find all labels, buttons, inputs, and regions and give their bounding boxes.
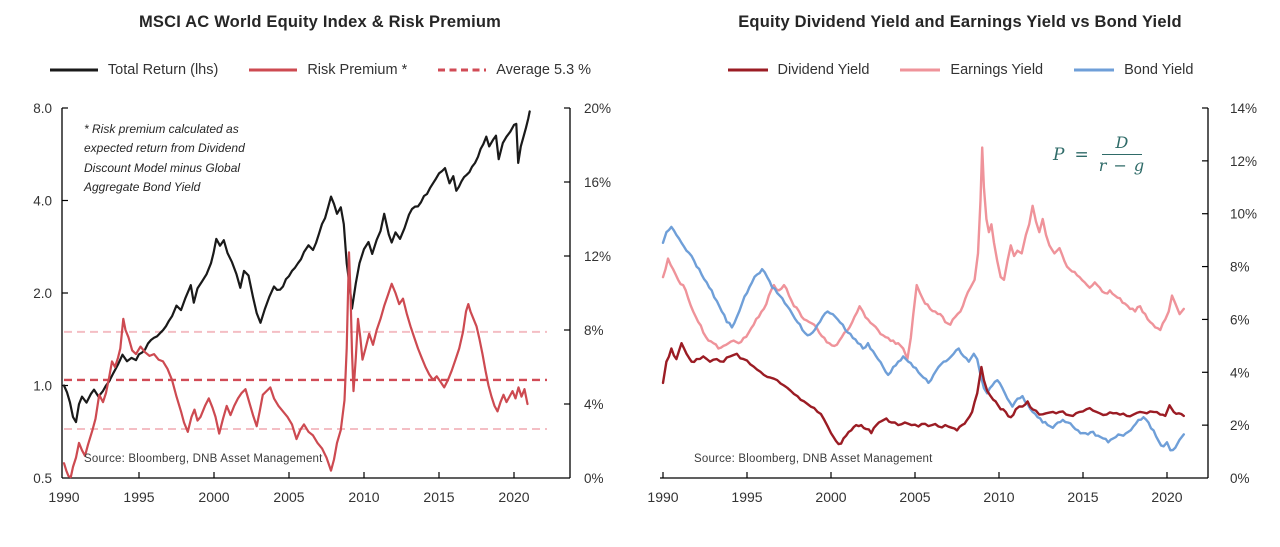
- left-axis-tick-label: 4.0: [33, 194, 52, 209]
- x-axis-tick-label: 2005: [899, 489, 930, 505]
- right-axis-tick-label: 4%: [584, 397, 604, 412]
- x-axis-tick-label: 1995: [731, 489, 762, 505]
- formula-numerator: D: [1101, 133, 1143, 155]
- legend-label: Total Return (lhs): [107, 62, 219, 78]
- chart-yields-comparison: 14% 12% 10% 8% 6% 4% 2% 0% 1990 1995 2000 2005 2010 2…: [640, 0, 1280, 547]
- legend-label: Risk Premium *: [307, 62, 408, 78]
- left-chart-plot: 8.0 4.0 2.0 1.0 0.5 20% 16% 12% 8% 4% 0% 1990 1995 20…: [33, 101, 611, 505]
- line-swatch-icon: [727, 68, 768, 72]
- right-axis-tick-label: 4%: [1230, 365, 1250, 380]
- legend-item-average-5-3: Average 5.3 %: [437, 62, 591, 78]
- left-chart-title: MSCI AC World Equity Index & Risk Premiu…: [138, 13, 502, 31]
- series-line-bond-yield: [661, 225, 1185, 452]
- right-axis-tick-label: 6%: [1230, 312, 1250, 327]
- x-axis-tick-label: 2015: [423, 489, 454, 505]
- formula-denominator: r − g: [1098, 156, 1146, 175]
- gordon-growth-formula: P = D r − g: [1053, 133, 1145, 176]
- legend-label: Dividend Yield: [777, 62, 870, 78]
- legend-item-dividend-yield: Dividend Yield: [727, 62, 870, 78]
- right-axis-tick-label: 8%: [584, 323, 604, 338]
- right-axis-tick-label: 8%: [1230, 260, 1250, 275]
- series-line-risk-premium: [62, 251, 529, 479]
- right-axis-tick-label: 14%: [1230, 101, 1257, 116]
- series-line-total-return: [62, 110, 531, 424]
- left-axis-tick-label: 1.0: [33, 379, 52, 394]
- right-chart-plot: 14% 12% 10% 8% 6% 4% 2% 0% 1990 1995 2000 2005 2010 2…: [647, 101, 1257, 505]
- right-axis-tick-label: 0%: [584, 471, 604, 486]
- right-source-text: Source: Bloomberg, DNB Asset Management: [694, 453, 933, 465]
- left-axis-tick-label: 2.0: [33, 286, 52, 301]
- x-axis-tick-label: 1990: [647, 489, 678, 505]
- left-source-text: Source: Bloomberg, DNB Asset Management: [84, 453, 323, 465]
- series-line-earnings-yield: [661, 146, 1185, 361]
- x-axis-tick-label: 2020: [1151, 489, 1182, 505]
- x-axis-tick-label: 2010: [348, 489, 379, 505]
- x-axis-tick-label: 2000: [815, 489, 846, 505]
- legend-label: Average 5.3 %: [496, 62, 592, 78]
- formula-lhs: P: [1053, 144, 1065, 165]
- line-swatch-icon: [900, 68, 941, 72]
- legend-label: Earnings Yield: [950, 62, 1044, 78]
- line-swatch-icon: [1074, 68, 1115, 72]
- legend-label: Bond Yield: [1124, 62, 1194, 78]
- left-axis-tick-label: 8.0: [33, 101, 52, 116]
- right-axis-tick-label: 10%: [1230, 207, 1257, 222]
- left-chart-legend: Total Return (lhs) Risk Premium * Average …: [0, 62, 640, 78]
- x-axis-tick-label: 1995: [123, 489, 154, 505]
- x-axis-tick-label: 2005: [273, 489, 304, 505]
- risk-premium-footnote: * Risk premium calculated as expected re…: [84, 122, 245, 195]
- formula-equals: =: [1074, 144, 1089, 165]
- legend-item-earnings-yield: Earnings Yield: [899, 62, 1043, 78]
- x-axis-tick-label: 2000: [198, 489, 229, 505]
- right-axis-tick-label: 20%: [584, 101, 611, 116]
- right-axis-tick-label: 12%: [1230, 154, 1257, 169]
- x-axis-tick-label: 2020: [498, 489, 529, 505]
- right-axis-tick-label: 2%: [1230, 418, 1250, 433]
- right-axis-tick-label: 0%: [1230, 471, 1250, 486]
- legend-item-total-return-lhs: Total Return (lhs): [49, 62, 218, 78]
- right-chart-legend: Dividend Yield Earnings Yield Bond Yield: [640, 62, 1280, 78]
- legend-item-bond-yield: Bond Yield: [1073, 62, 1193, 78]
- left-axis-tick-label: 0.5: [33, 471, 52, 486]
- line-swatch-icon: [249, 68, 298, 72]
- right-axis-tick-label: 12%: [584, 249, 611, 264]
- chart-msci-risk-premium: 8.0 4.0 2.0 1.0 0.5 20% 16% 12% 8% 4% 0% 1990 1995 20…: [0, 13, 640, 505]
- line-swatch-icon: [49, 68, 98, 72]
- x-axis-tick-label: 2010: [983, 489, 1014, 505]
- right-axis-tick-label: 16%: [584, 175, 611, 190]
- series-line-dividend-yield: [661, 342, 1185, 446]
- formula-fraction: D r − g: [1099, 133, 1145, 176]
- dashed-line-swatch-icon: [438, 68, 487, 72]
- right-chart-title: Equity Dividend Yield and Earnings Yield…: [738, 13, 1182, 31]
- x-axis-tick-label: 2015: [1067, 489, 1098, 505]
- legend-item-risk-premium: Risk Premium *: [248, 62, 407, 78]
- x-axis-tick-label: 1990: [48, 489, 79, 505]
